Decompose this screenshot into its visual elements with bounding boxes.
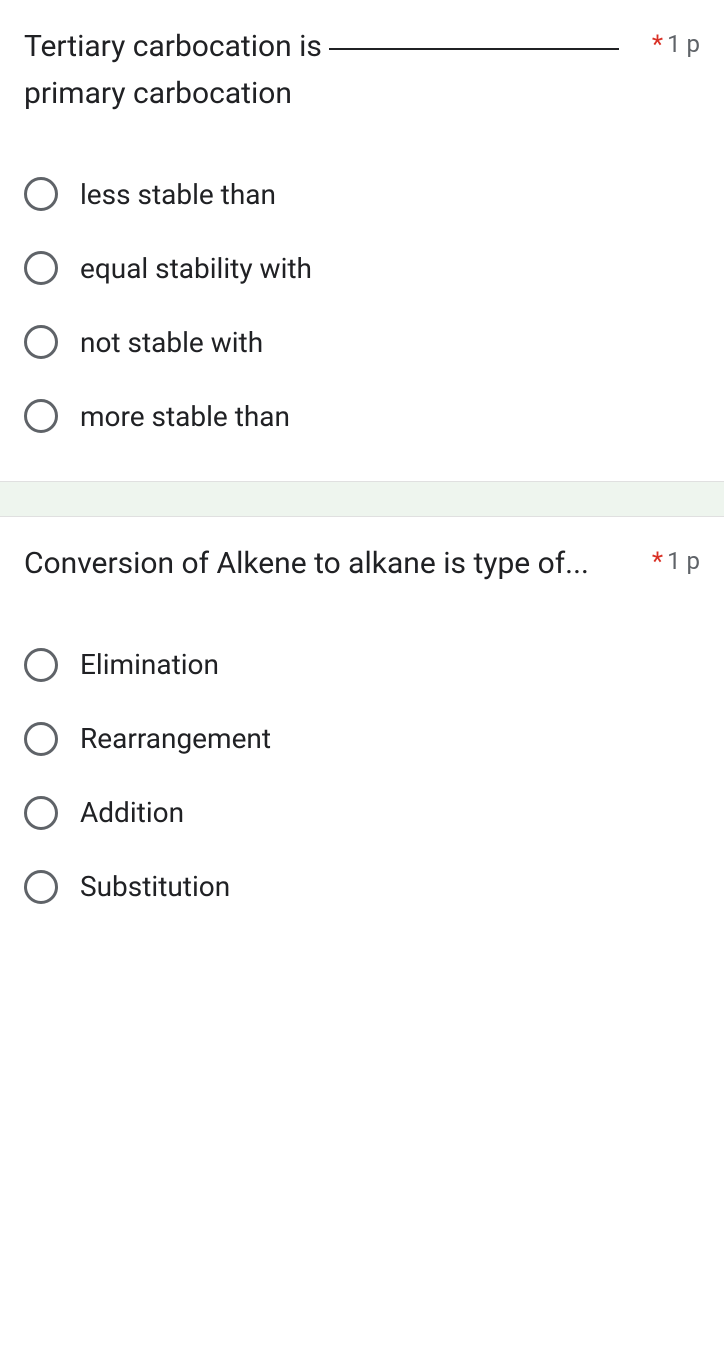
radio-option[interactable]: less stable than (24, 157, 700, 231)
points-label: 1 p (667, 547, 700, 575)
radio-icon (24, 870, 58, 904)
option-label: equal stability with (80, 252, 312, 285)
radio-option[interactable]: Elimination (24, 628, 700, 702)
question-header: Tertiary carbocation is primary carbocat… (24, 24, 700, 117)
question-title: Tertiary carbocation is primary carbocat… (24, 24, 640, 117)
option-label: Addition (80, 796, 184, 829)
radio-icon (24, 722, 58, 756)
radio-option[interactable]: Substitution (24, 850, 700, 924)
option-label: Rearrangement (80, 722, 271, 755)
radio-icon (24, 251, 58, 285)
radio-option[interactable]: Addition (24, 776, 700, 850)
question-title-text: Conversion of Alkene to alkane is type o… (24, 546, 589, 581)
question-card-1: Tertiary carbocation is primary carbocat… (0, 0, 724, 481)
radio-icon (24, 399, 58, 433)
options-group: Elimination Rearrangement Addition Subst… (24, 628, 700, 924)
option-label: not stable with (80, 326, 263, 359)
card-separator (0, 481, 724, 517)
radio-icon (24, 177, 58, 211)
option-label: less stable than (80, 178, 276, 211)
radio-option[interactable]: Rearrangement (24, 702, 700, 776)
points-label: 1 p (667, 30, 700, 58)
radio-icon (24, 648, 58, 682)
option-label: Elimination (80, 648, 219, 681)
question-header: Conversion of Alkene to alkane is type o… (24, 541, 700, 588)
question-card-2: Conversion of Alkene to alkane is type o… (0, 517, 724, 952)
radio-icon (24, 796, 58, 830)
option-label: more stable than (80, 400, 290, 433)
question-title-post: primary carbocation (24, 76, 292, 111)
fill-blank (329, 48, 619, 50)
required-asterisk: * (652, 30, 663, 60)
radio-icon (24, 325, 58, 359)
option-label: Substitution (80, 870, 230, 903)
question-title: Conversion of Alkene to alkane is type o… (24, 541, 640, 588)
radio-option[interactable]: more stable than (24, 379, 700, 453)
required-asterisk: * (652, 547, 663, 577)
options-group: less stable than equal stability with no… (24, 157, 700, 453)
points-wrap: *1 p (652, 24, 700, 60)
question-title-pre: Tertiary carbocation is (24, 29, 329, 64)
radio-option[interactable]: not stable with (24, 305, 700, 379)
radio-option[interactable]: equal stability with (24, 231, 700, 305)
points-wrap: *1 p (652, 541, 700, 577)
